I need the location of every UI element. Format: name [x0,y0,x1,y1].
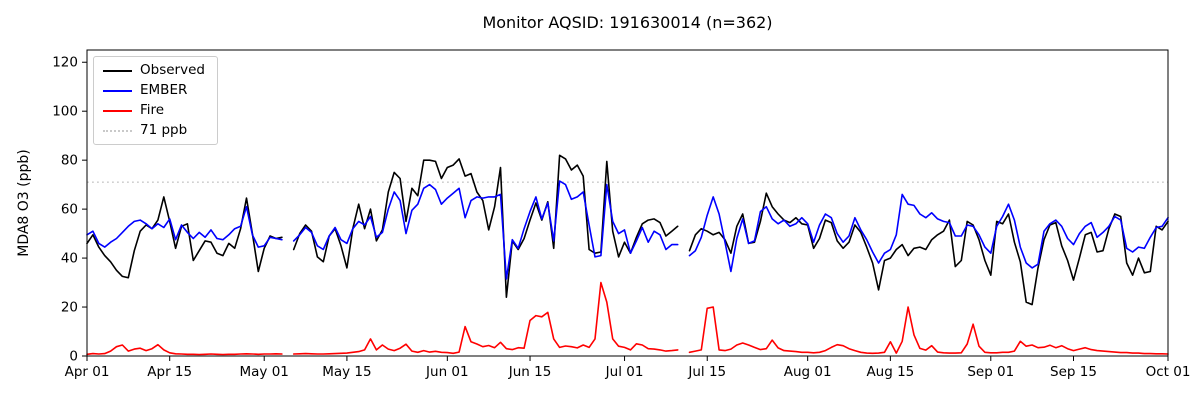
x-tick-label: Jul 01 [605,364,644,380]
legend-line-sample [103,129,132,132]
chart-title: Monitor AQSID: 191630014 (n=362) [482,13,773,32]
legend-label: EMBER [140,82,188,98]
y-tick-label: 80 [61,153,78,169]
y-tick-label: 0 [69,349,78,365]
x-tick-label: Oct 01 [1146,364,1191,380]
legend-label: 71 ppb [140,122,188,138]
legend-line-sample [103,109,132,112]
x-tick-label: Sep 01 [967,364,1014,380]
x-tick-label: Apr 01 [65,364,110,380]
legend-item-fire: Fire [103,102,205,118]
legend-item-71-ppb: 71 ppb [103,122,205,138]
x-tick-label: Aug 15 [866,364,914,380]
series-ember-line [86,180,1169,280]
y-tick-label: 100 [52,104,78,120]
legend-label: Fire [140,102,165,118]
x-tick-label: Jun 01 [425,364,469,380]
x-tick-label: Sep 15 [1050,364,1097,380]
series-fire-line [86,281,1169,356]
axes-frame [86,49,1169,357]
y-tick-label: 60 [61,202,78,218]
y-axis-label: MDA8 O3 (ppb) [16,149,32,257]
legend-line-sample [103,89,132,92]
legend-item-observed: Observed [103,62,205,78]
legend-line-sample [103,69,132,72]
series-observed-line [86,154,1169,306]
legend-item-ember: EMBER [103,82,205,98]
x-tick-label: May 15 [322,364,371,380]
x-tick-label: Jul 15 [687,364,726,380]
legend-label: Observed [140,62,205,78]
x-tick-label: Aug 01 [784,364,832,380]
y-tick-label: 20 [61,300,78,316]
x-tick-label: Apr 15 [147,364,192,380]
legend: Observed EMBER Fire 71 ppb [93,56,218,145]
x-tick-label: May 01 [240,364,289,380]
y-tick-label: 40 [61,251,78,267]
y-tick-label: 120 [52,55,78,71]
x-tick-label: Jun 15 [508,364,552,380]
